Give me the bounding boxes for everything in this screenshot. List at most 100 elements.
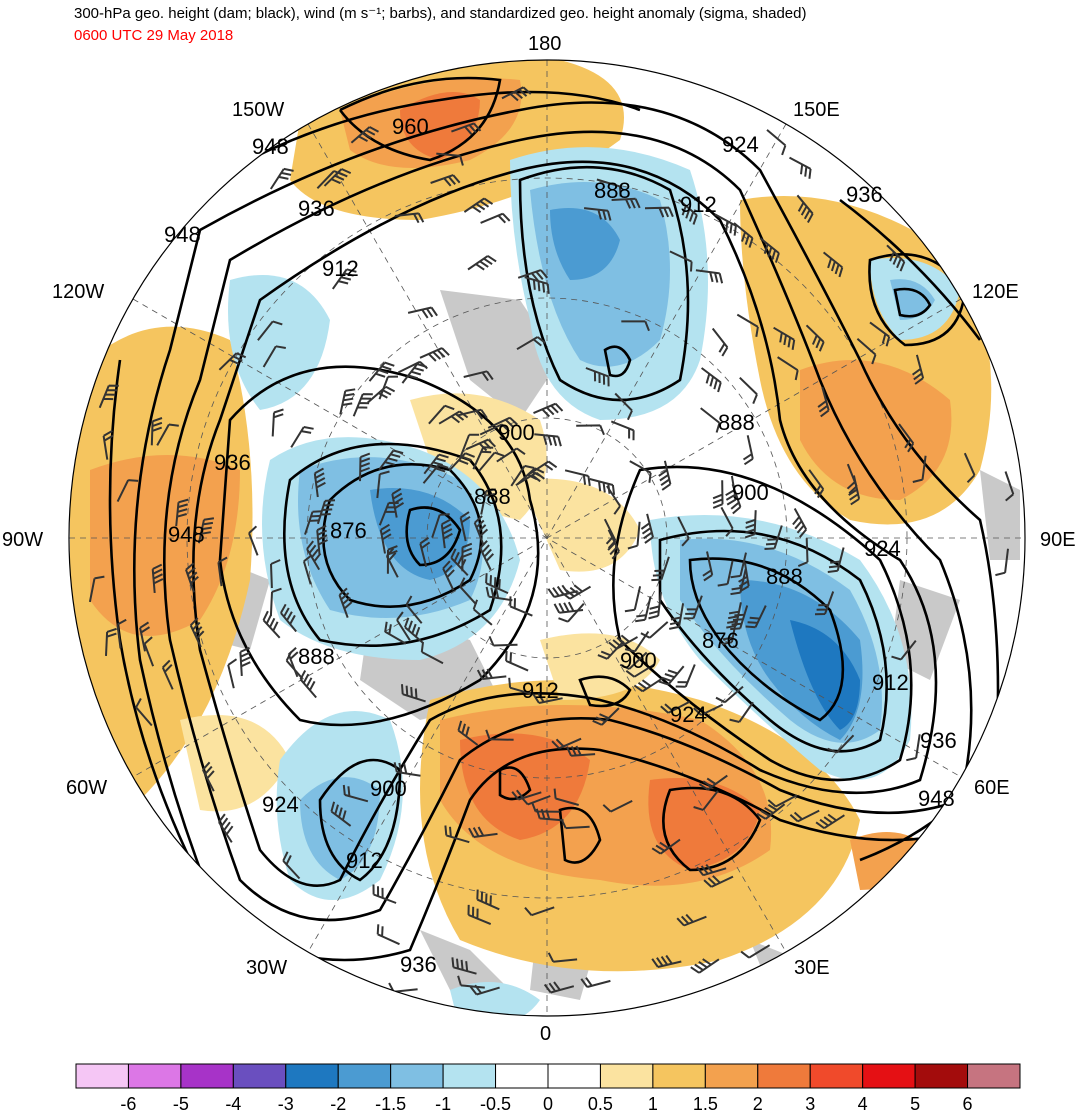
wind-barb xyxy=(725,475,737,506)
wind-barb xyxy=(352,393,373,417)
wind-barb xyxy=(644,206,674,218)
wind-barb xyxy=(156,423,179,446)
wind-barb xyxy=(444,825,470,844)
contour-900-arctic xyxy=(578,675,632,708)
wind-barb xyxy=(553,788,579,806)
wind-barb xyxy=(658,665,685,686)
colorbar-swatch xyxy=(704,1063,759,1089)
map-border xyxy=(68,59,1026,1017)
contour-label: 900 xyxy=(370,776,407,801)
wind-barb xyxy=(404,617,424,644)
contour-924-ring xyxy=(162,130,973,922)
lon-label-90e: 90E xyxy=(1040,529,1076,551)
wind-barb xyxy=(805,324,825,352)
wind-barb xyxy=(282,851,301,880)
wind-barb xyxy=(239,646,251,676)
lon-label-120e: 120E xyxy=(972,281,1019,303)
wind-barb xyxy=(789,156,812,179)
wind-barb xyxy=(777,356,799,381)
colorbar-tick-label: -6 xyxy=(120,1094,136,1112)
wind-barb xyxy=(316,170,344,189)
wind-barb xyxy=(350,126,379,144)
wind-barb xyxy=(257,320,283,341)
wind-barb xyxy=(428,404,455,425)
wind-barb xyxy=(912,455,927,483)
wind-barb xyxy=(515,471,545,487)
wind-barb xyxy=(313,467,326,498)
wind-barb xyxy=(393,762,421,777)
lon-label-30w: 30W xyxy=(246,957,287,979)
anomaly-neg-pacific-arctic-max xyxy=(550,208,620,280)
colorbar-swatch xyxy=(180,1063,234,1089)
wind-barb xyxy=(792,508,808,538)
colorbar-tick-label: -3 xyxy=(278,1094,294,1112)
wind-barb xyxy=(436,152,464,166)
wind-barb xyxy=(773,326,796,350)
wind-barb xyxy=(269,167,294,190)
wind-barb xyxy=(651,556,670,582)
contour-label: 936 xyxy=(298,196,335,221)
colorbar-swatch xyxy=(285,1063,339,1089)
wind-barb xyxy=(457,408,488,420)
wind-barb xyxy=(218,813,234,843)
wind-barb xyxy=(651,838,681,855)
wind-barb xyxy=(269,587,282,616)
wind-barb xyxy=(717,560,734,587)
contour-936-europe xyxy=(558,806,602,864)
wind-barb xyxy=(677,516,690,547)
wind-barb xyxy=(457,720,479,746)
wind-barb xyxy=(640,513,654,544)
wind-barb xyxy=(378,501,399,526)
wind-barb xyxy=(744,510,757,539)
wind-barb xyxy=(815,813,845,830)
wind-barb xyxy=(151,563,164,593)
wind-barb xyxy=(116,479,139,503)
wind-barbs xyxy=(88,86,1015,996)
wind-barb xyxy=(396,611,411,641)
wind-barb xyxy=(270,559,281,589)
wind-barb xyxy=(316,499,336,525)
wind-barb xyxy=(405,595,423,624)
contour-label: 876 xyxy=(702,628,739,653)
wind-barb xyxy=(524,276,550,294)
wind-barb xyxy=(745,605,767,629)
wind-barb xyxy=(385,547,399,578)
wind-barb xyxy=(822,251,844,278)
wind-barb xyxy=(789,809,820,823)
colorbar-swatch xyxy=(652,1063,706,1089)
wind-barb xyxy=(150,417,163,446)
wind-barb xyxy=(197,517,215,544)
wind-barb xyxy=(430,174,461,187)
contour-label: 888 xyxy=(474,484,511,509)
colorbar-swatch xyxy=(75,1063,129,1089)
wind-barb xyxy=(624,586,642,613)
wind-barb xyxy=(423,453,449,475)
wind-barb xyxy=(608,634,638,650)
wind-barb xyxy=(488,635,518,647)
wind-barb xyxy=(547,952,578,963)
anomaly-neg-mediterranean xyxy=(450,981,540,1016)
contour-label: 876 xyxy=(330,518,367,543)
wind-barb xyxy=(797,538,809,568)
wind-barb xyxy=(478,451,505,472)
wind-barb xyxy=(535,808,564,822)
contour-876-canada-inner xyxy=(405,506,462,567)
wind-barb xyxy=(869,321,891,347)
colorbar-swatch xyxy=(914,1063,969,1089)
wind-barb xyxy=(714,213,737,236)
wind-barb xyxy=(88,575,105,603)
wind-barb xyxy=(468,826,498,838)
wind-barb xyxy=(316,524,328,555)
wind-barb xyxy=(485,586,513,602)
wind-barb xyxy=(139,621,151,652)
wind-barb xyxy=(721,618,738,646)
contour-label: 912 xyxy=(680,192,717,217)
wind-barb xyxy=(532,693,563,704)
wind-barb xyxy=(480,212,511,224)
wind-barb xyxy=(693,790,719,811)
wind-barb xyxy=(703,875,734,888)
wind-barb xyxy=(473,515,489,546)
wind-barb xyxy=(485,573,509,595)
wind-barb xyxy=(561,584,592,600)
wind-barb xyxy=(533,402,564,418)
